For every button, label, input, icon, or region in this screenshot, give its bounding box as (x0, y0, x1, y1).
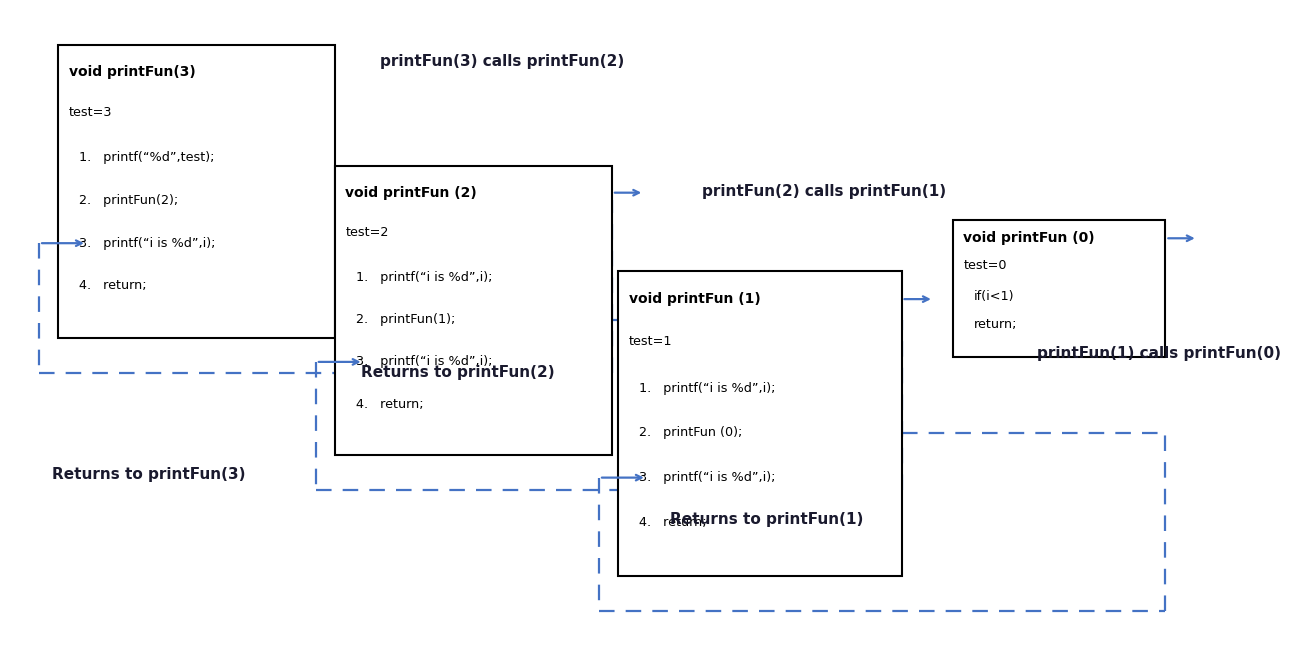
Text: Returns to printFun(3): Returns to printFun(3) (53, 467, 246, 482)
Text: printFun(1) calls printFun(0): printFun(1) calls printFun(0) (1037, 346, 1280, 361)
Text: if(i<1): if(i<1) (974, 289, 1015, 302)
Text: Returns to printFun(1): Returns to printFun(1) (670, 512, 863, 526)
Bar (619, 271, 901, 577)
Text: Returns to printFun(2): Returns to printFun(2) (361, 365, 554, 380)
Text: void printFun (1): void printFun (1) (629, 292, 761, 306)
Text: void printFun (2): void printFun (2) (346, 186, 478, 200)
Bar (336, 166, 612, 456)
Text: void printFun(3): void printFun(3) (68, 65, 196, 79)
Bar (953, 220, 1166, 357)
Text: test=0: test=0 (963, 259, 1007, 272)
Text: 4.   return;: 4. return; (79, 280, 146, 292)
Text: 3.   printf(“i is %d”,i);: 3. printf(“i is %d”,i); (355, 356, 492, 369)
Text: 4.   return;: 4. return; (355, 398, 424, 411)
Bar (58, 45, 336, 338)
Text: printFun(2) calls printFun(1): printFun(2) calls printFun(1) (703, 184, 946, 199)
Text: 3.   printf(“i is %d”,i);: 3. printf(“i is %d”,i); (640, 471, 775, 484)
Text: void printFun (0): void printFun (0) (963, 231, 1095, 245)
Text: 2.   printFun(1);: 2. printFun(1); (355, 313, 455, 326)
Text: test=2: test=2 (346, 226, 388, 239)
Text: 2.   printFun(2);: 2. printFun(2); (79, 194, 178, 207)
Text: 4.   return;: 4. return; (640, 515, 707, 528)
Text: 3.   printf(“i is %d”,i);: 3. printf(“i is %d”,i); (79, 237, 216, 250)
Text: 1.   printf(“i is %d”,i);: 1. printf(“i is %d”,i); (640, 382, 775, 395)
Text: 1.   printf(“i is %d”,i);: 1. printf(“i is %d”,i); (355, 271, 492, 284)
Text: 1.   printf(“%d”,test);: 1. printf(“%d”,test); (79, 151, 215, 164)
Text: test=1: test=1 (629, 335, 672, 348)
Text: return;: return; (974, 318, 1017, 332)
Text: printFun(3) calls printFun(2): printFun(3) calls printFun(2) (380, 53, 625, 68)
Text: 2.   printFun (0);: 2. printFun (0); (640, 426, 742, 439)
Text: test=3: test=3 (68, 106, 112, 119)
